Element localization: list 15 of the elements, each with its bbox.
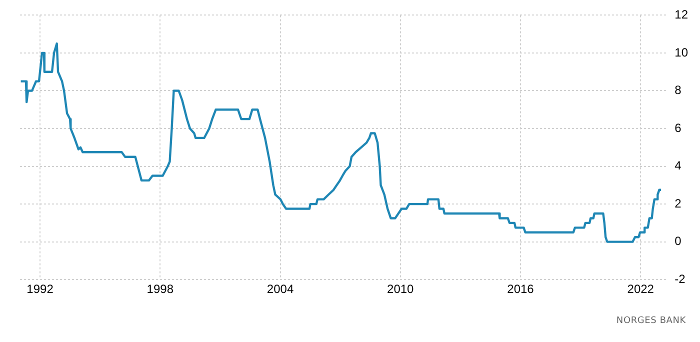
y-tick-label: -2 bbox=[674, 272, 686, 286]
y-tick-label: 2 bbox=[674, 196, 682, 210]
y-tick-label: 6 bbox=[674, 120, 682, 135]
y-tick-label: 10 bbox=[674, 45, 688, 60]
x-tick-label: 2010 bbox=[387, 282, 414, 296]
x-tick-label: 2004 bbox=[266, 282, 294, 296]
y-tick-label: 4 bbox=[674, 158, 682, 173]
x-tick-label: 2016 bbox=[507, 282, 534, 296]
y-tick-label: 8 bbox=[674, 83, 682, 98]
x-tick-label: 1998 bbox=[146, 282, 174, 296]
y-tick-label: 0 bbox=[674, 234, 682, 248]
x-tick-label: 1992 bbox=[26, 282, 54, 296]
y-tick-label: 12 bbox=[674, 8, 688, 22]
text: NORGES BANK bbox=[616, 316, 686, 326]
x-tick-label: 2022 bbox=[627, 282, 654, 296]
